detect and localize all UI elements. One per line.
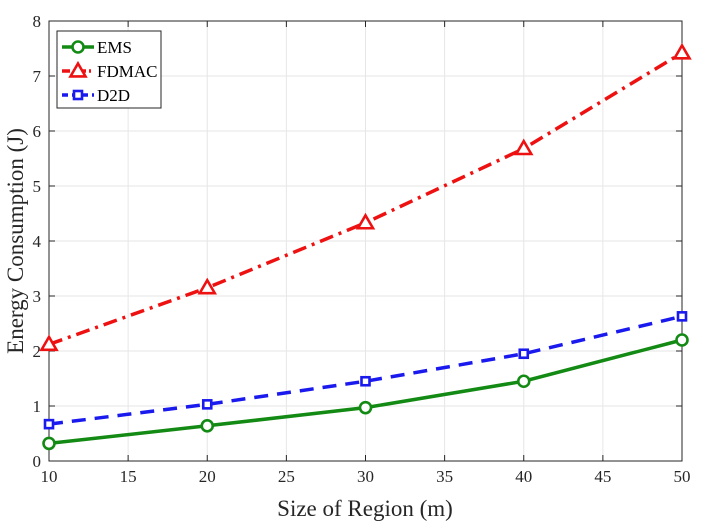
y-tick-label: 1 [33, 397, 42, 416]
legend-label-ems: EMS [97, 38, 132, 57]
y-tick-label: 5 [33, 177, 42, 196]
series-ems [42, 333, 689, 451]
x-tick-label: 45 [594, 467, 611, 486]
legend-entry-fdmac: FDMAC [62, 60, 157, 81]
legend-entry-ems: EMS [62, 38, 132, 57]
data-point-d2d [201, 399, 213, 410]
y-tick-label: 8 [33, 12, 42, 31]
legend-label-fdmac: FDMAC [97, 62, 157, 81]
x-tick-label: 10 [41, 467, 58, 486]
series-fdmac [39, 42, 692, 352]
series-line-d2d [48, 314, 683, 426]
data-point-d2d [360, 375, 371, 387]
data-point-ems [358, 400, 373, 415]
x-tick-labels: 10 15 20 25 30 35 40 45 50 [41, 467, 691, 486]
legend: EMS FDMAC D2D [56, 30, 162, 109]
data-point-fdmac [672, 42, 692, 60]
y-tick-label: 6 [33, 122, 42, 141]
x-tick-label: 35 [436, 467, 453, 486]
data-point-ems [516, 374, 531, 389]
y-tick-label: 7 [33, 67, 42, 86]
x-tick-label: 30 [357, 467, 374, 486]
legend-marker-ems [71, 40, 85, 54]
data-point-d2d [43, 418, 55, 430]
y-tick-label: 4 [33, 232, 42, 251]
data-point-ems [42, 436, 56, 451]
y-tick-labels: 0 1 2 3 4 5 6 7 8 [33, 12, 42, 471]
data-point-fdmac [513, 138, 534, 156]
y-axis-label: Energy Consumption (J) [3, 128, 28, 354]
series-d2d [43, 311, 688, 430]
data-point-fdmac [39, 334, 59, 352]
x-tick-label: 15 [120, 467, 137, 486]
data-point-d2d [676, 311, 688, 322]
x-tick-label: 50 [674, 467, 691, 486]
series-group [39, 42, 692, 451]
legend-marker-d2d [72, 89, 84, 101]
x-tick-label: 40 [515, 467, 532, 486]
x-axis-label: Size of Region (m) [277, 496, 453, 521]
y-tick-label: 3 [33, 287, 42, 306]
legend-label-d2d: D2D [97, 86, 130, 105]
y-tick-label: 2 [33, 342, 42, 361]
legend-entry-d2d: D2D [62, 86, 130, 105]
data-point-ems [675, 333, 689, 347]
y-tick-label: 0 [33, 452, 42, 471]
x-tick-label: 25 [278, 467, 295, 486]
x-tick-label: 20 [199, 467, 216, 486]
legend-marker-fdmac [68, 60, 88, 78]
data-point-fdmac [355, 212, 376, 230]
data-point-d2d [518, 348, 530, 360]
data-point-ems [200, 418, 215, 433]
data-point-fdmac [197, 277, 218, 295]
